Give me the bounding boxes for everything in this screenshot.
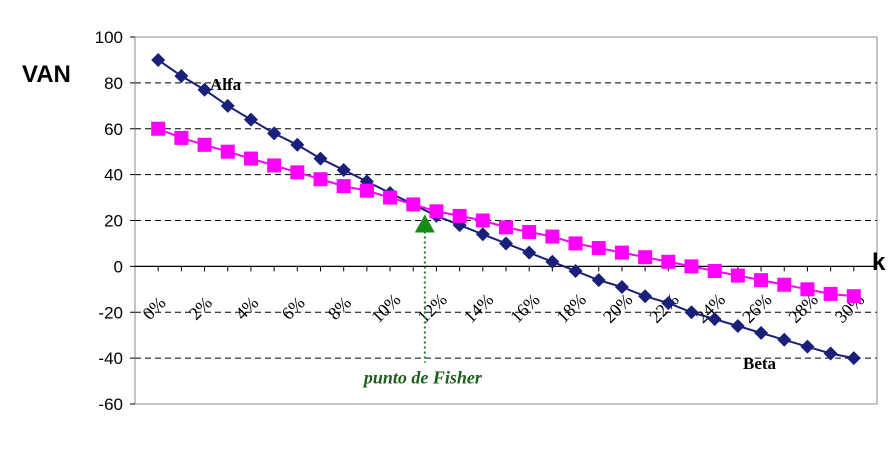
data-point-beta [406, 197, 421, 212]
data-point-alfa [614, 280, 629, 295]
data-point-alfa [684, 305, 699, 320]
data-point-beta [290, 165, 305, 180]
series-lines [151, 52, 861, 366]
y-tick-label: 40 [104, 166, 123, 185]
fisher-point-label: punto de Fisher [362, 367, 483, 387]
y-tick-label: -20 [98, 303, 123, 322]
labels: Alfa Beta [210, 75, 777, 373]
data-point-beta [545, 229, 560, 244]
data-point-alfa [568, 263, 583, 278]
data-point-beta [313, 172, 328, 187]
x-tick-label: 16% [506, 289, 543, 326]
y-tick-label: 100 [95, 28, 123, 47]
y-tick-label: 80 [104, 74, 123, 93]
y-axis-title: VAN [22, 61, 71, 88]
data-point-beta [661, 254, 676, 269]
data-point-beta [754, 273, 769, 288]
data-point-beta [591, 241, 606, 256]
data-point-beta [220, 144, 235, 159]
fisher-point-annotation: punto de Fisher [362, 214, 483, 387]
x-tick-label: 4% [231, 293, 262, 324]
data-point-alfa [243, 112, 258, 127]
data-point-beta [730, 268, 745, 283]
x-tick-label: 14% [460, 289, 497, 326]
data-point-alfa [545, 254, 560, 269]
data-point-beta [197, 137, 212, 152]
data-point-beta [800, 282, 815, 297]
data-point-alfa [730, 319, 745, 334]
data-point-alfa [707, 312, 722, 327]
data-point-beta [638, 250, 653, 265]
data-point-alfa [591, 273, 606, 288]
x-tick-label: 22% [645, 289, 682, 326]
series-label-beta: Beta [743, 354, 777, 373]
data-point-beta [846, 289, 861, 304]
x-tick-label: 2% [185, 293, 216, 324]
x-tick-label: 8% [324, 293, 355, 324]
data-point-alfa [777, 332, 792, 347]
y-tick-label: 60 [104, 120, 123, 139]
data-point-alfa [197, 82, 212, 97]
data-point-beta [614, 245, 629, 260]
data-point-beta [151, 121, 166, 136]
data-point-alfa [638, 289, 653, 304]
data-point-alfa [336, 163, 351, 178]
data-point-alfa [151, 52, 166, 67]
data-point-beta [823, 286, 838, 301]
data-point-beta [707, 263, 722, 278]
data-point-alfa [313, 151, 328, 166]
data-point-beta [243, 151, 258, 166]
data-point-alfa [475, 227, 490, 242]
y-tick-label: -60 [98, 395, 123, 414]
data-point-alfa [220, 98, 235, 113]
data-point-beta [429, 204, 444, 219]
x-tick-label: 20% [599, 289, 636, 326]
data-point-alfa [846, 351, 861, 366]
data-point-alfa [754, 325, 769, 340]
x-tick-label: 6% [278, 293, 309, 324]
data-point-beta [684, 259, 699, 274]
data-point-alfa [823, 346, 838, 361]
data-point-beta [174, 130, 189, 145]
data-point-alfa [174, 68, 189, 83]
data-point-alfa [522, 245, 537, 260]
x-tick-label: 10% [367, 289, 404, 326]
fisher-triangle-marker [414, 214, 435, 233]
series-label-alfa: Alfa [210, 75, 242, 94]
y-tick-label: 0 [114, 257, 123, 276]
data-point-alfa [800, 339, 815, 354]
data-point-beta [383, 190, 398, 205]
data-point-beta [336, 179, 351, 194]
data-point-beta [359, 183, 374, 198]
data-point-beta [475, 213, 490, 228]
data-point-alfa [267, 126, 282, 141]
x-tick-label: 26% [738, 289, 775, 326]
data-point-beta [267, 158, 282, 173]
data-point-alfa [290, 137, 305, 152]
data-point-beta [452, 208, 467, 223]
data-point-beta [568, 236, 583, 251]
data-point-alfa [661, 296, 676, 311]
y-tick-label: 20 [104, 212, 123, 231]
y-tick-label: -40 [98, 349, 123, 368]
x-axis-title: k [872, 249, 886, 276]
x-tick-label: 0% [138, 293, 169, 324]
data-point-beta [499, 220, 513, 235]
data-point-beta [522, 224, 537, 239]
x-tick-label: 18% [553, 289, 590, 326]
x-tick-label: 12% [413, 289, 450, 326]
data-point-alfa [499, 236, 513, 251]
data-point-beta [777, 277, 792, 292]
